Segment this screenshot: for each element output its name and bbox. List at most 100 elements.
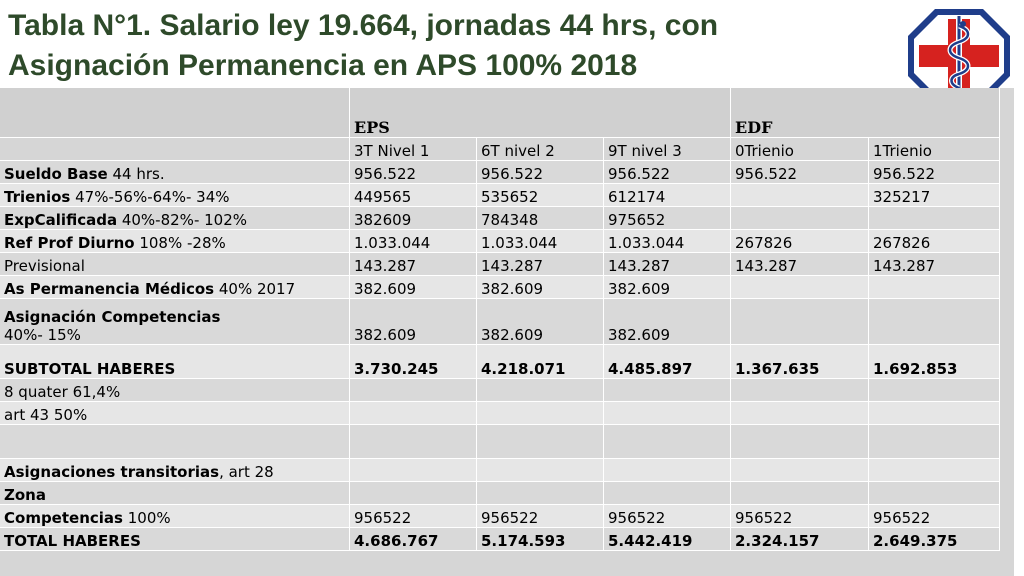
value-cell — [350, 459, 477, 482]
row-label — [0, 425, 350, 459]
table-row: Ref Prof Diurno 108% -28% 1.033.044 1.033.… — [0, 230, 1000, 253]
row-label-bold: SUBTOTAL HABERES — [4, 360, 176, 378]
value-cell: 4.686.767 — [350, 528, 477, 551]
row-label-bold: Trienios — [4, 188, 71, 206]
value-cell: 267826 — [869, 230, 1000, 253]
value-cell — [731, 402, 869, 425]
value-cell: 956522 — [731, 505, 869, 528]
value-cell: 325217 — [869, 184, 1000, 207]
table-row: TOTAL HABERES 4.686.767 5.174.593 5.442.419… — [0, 528, 1000, 551]
value-cell: 956.522 — [869, 161, 1000, 184]
value-cell: 956522 — [477, 505, 604, 528]
slide-title: Tabla N°1. Salario ley 19.664, jornadas … — [8, 6, 888, 86]
value-cell — [869, 299, 1000, 345]
value-cell — [731, 184, 869, 207]
value-cell — [350, 379, 477, 402]
value-cell: 382.609 — [604, 276, 731, 299]
value-cell — [604, 402, 731, 425]
row-label-rest: Previsional — [4, 257, 85, 275]
value-cell — [731, 276, 869, 299]
value-cell — [731, 425, 869, 459]
row-label: Sueldo Base 44 hrs. — [0, 161, 350, 184]
row-label-bold: ExpCalificada — [4, 211, 118, 229]
row-label-bold: Ref Prof Diurno — [4, 234, 135, 252]
value-cell — [477, 379, 604, 402]
value-cell — [350, 425, 477, 459]
column-header: 6T nivel 2 — [477, 138, 604, 161]
row-label: As Permanencia Médicos 40% 2017 — [0, 276, 350, 299]
column-header: 0Trienio — [731, 138, 869, 161]
row-label-rest: 40%-82%- 102% — [117, 211, 248, 229]
value-cell: 956522 — [869, 505, 1000, 528]
row-label-rest: 40% 2017 — [214, 280, 296, 298]
row-label-rest: 44 hrs. — [107, 165, 165, 183]
row-label: Asignaciones transitorias, art 28 — [0, 459, 350, 482]
value-cell: 382.609 — [350, 299, 477, 345]
value-cell — [604, 425, 731, 459]
value-cell: 4.218.071 — [477, 345, 604, 379]
value-cell: 382.609 — [477, 299, 604, 345]
row-label-line2: 40%- 15% — [4, 326, 81, 344]
row-label: Competencias 100% — [0, 505, 350, 528]
value-cell: 382.609 — [604, 299, 731, 345]
table-row: Previsional 143.287 143.287 143.287 143.287 1… — [0, 253, 1000, 276]
value-cell: 535652 — [477, 184, 604, 207]
value-cell: 2.649.375 — [869, 528, 1000, 551]
value-cell — [604, 459, 731, 482]
row-label: Ref Prof Diurno 108% -28% — [0, 230, 350, 253]
table-row: Sueldo Base 44 hrs. 956.522 956.522 956.522… — [0, 161, 1000, 184]
value-cell: 267826 — [731, 230, 869, 253]
value-cell — [477, 425, 604, 459]
value-cell: 956.522 — [731, 161, 869, 184]
value-cell: 143.287 — [477, 253, 604, 276]
salary-table: EPS EDF 3T Nivel 1 6T nivel 2 9T nivel 3… — [0, 88, 1000, 551]
value-cell: 956.522 — [350, 161, 477, 184]
table-row — [0, 425, 1000, 459]
value-cell — [869, 425, 1000, 459]
table-row: Asignación Competencias 40%- 15% 382.609 38… — [0, 299, 1000, 345]
value-cell: 956.522 — [604, 161, 731, 184]
value-cell — [350, 482, 477, 505]
table-row: 8 quater 61,4% — [0, 379, 1000, 402]
row-label-bold: Asignación Competencias — [4, 308, 221, 326]
value-cell: 3.730.245 — [350, 345, 477, 379]
group-header-row: EPS EDF — [0, 88, 1000, 138]
row-label: art 43 50% — [0, 402, 350, 425]
title-line-2: Asignación Permanencia en APS 100% 2018 — [8, 49, 638, 82]
column-header-row: 3T Nivel 1 6T nivel 2 9T nivel 3 0Trieni… — [0, 138, 1000, 161]
value-cell — [869, 379, 1000, 402]
row-label-bold: Zona — [4, 486, 46, 504]
row-label-rest: art 43 50% — [4, 406, 88, 424]
row-label: Previsional — [0, 253, 350, 276]
row-label-bold: As Permanencia Médicos — [4, 280, 215, 298]
value-cell: 382.609 — [477, 276, 604, 299]
row-label: Trienios 47%-56%-64%- 34% — [0, 184, 350, 207]
value-cell — [869, 482, 1000, 505]
value-cell: 1.033.044 — [477, 230, 604, 253]
value-cell: 612174 — [604, 184, 731, 207]
value-cell: 956522 — [350, 505, 477, 528]
row-label: TOTAL HABERES — [0, 528, 350, 551]
row-label-bold: TOTAL HABERES — [4, 532, 141, 550]
row-label: Zona — [0, 482, 350, 505]
value-cell — [731, 459, 869, 482]
value-cell — [731, 207, 869, 230]
corner-cell — [0, 88, 350, 138]
value-cell: 956.522 — [477, 161, 604, 184]
value-cell: 4.485.897 — [604, 345, 731, 379]
value-cell: 143.287 — [604, 253, 731, 276]
value-cell — [731, 482, 869, 505]
column-header: 9T nivel 3 — [604, 138, 731, 161]
table-row: Trienios 47%-56%-64%- 34% 449565 535652 612… — [0, 184, 1000, 207]
column-header: 3T Nivel 1 — [350, 138, 477, 161]
table-row: art 43 50% — [0, 402, 1000, 425]
value-cell — [731, 299, 869, 345]
value-cell: 382609 — [350, 207, 477, 230]
value-cell: 1.692.853 — [869, 345, 1000, 379]
row-label-bold: Sueldo Base — [4, 165, 108, 183]
row-label-rest: , art 28 — [219, 463, 274, 481]
salary-table-panel: EPS EDF 3T Nivel 1 6T nivel 2 9T nivel 3… — [0, 88, 1014, 576]
row-label-bold: Asignaciones transitorias — [4, 463, 220, 481]
table-row: ExpCalificada 40%-82%- 102% 382609 784348 9… — [0, 207, 1000, 230]
medical-caduceus-logo-icon — [908, 9, 1010, 103]
